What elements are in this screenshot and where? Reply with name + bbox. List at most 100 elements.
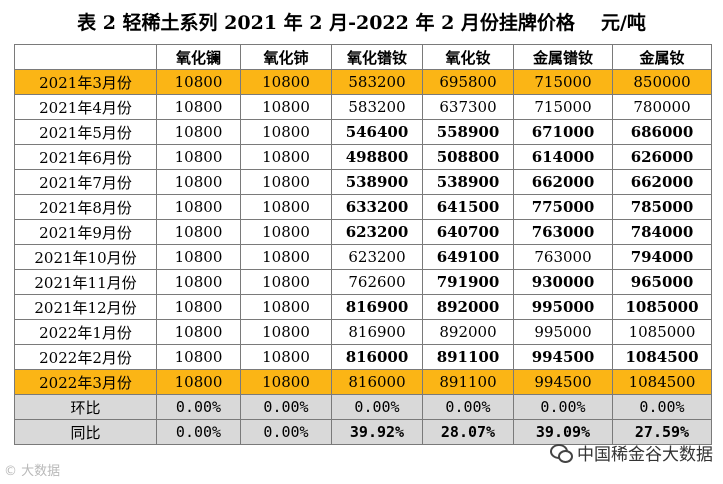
price-cell: 775000 (513, 194, 613, 220)
price-cell: 794000 (612, 244, 712, 270)
row-label: 2021年5月份 (14, 119, 157, 145)
percent-cell: 39.92% (331, 419, 423, 445)
price-cell: 640700 (422, 219, 514, 245)
price-cell: 10800 (156, 169, 241, 195)
price-cell: 10800 (240, 69, 332, 95)
price-cell: 1085000 (612, 319, 712, 345)
table-row: 2021年3月份 10800 10800 583200 695800 71500… (14, 69, 712, 95)
price-cell: 695800 (422, 69, 514, 95)
price-cell: 850000 (612, 69, 712, 95)
header-cell: 氧化铈 (240, 44, 332, 70)
price-cell: 892000 (422, 319, 514, 345)
price-cell: 930000 (513, 269, 613, 295)
percent-cell: 0.00% (156, 394, 241, 420)
price-cell: 995000 (513, 319, 613, 345)
watermark-right-text: 中国稀金谷大数据 (577, 445, 713, 465)
row-label: 2021年11月份 (14, 269, 157, 295)
table-row: 2021年9月份 10800 10800 623200 640700 76300… (14, 219, 712, 245)
price-cell: 633200 (331, 194, 423, 220)
table-row: 2021年11月份 10800 10800 762600 791900 9300… (14, 269, 712, 295)
price-cell: 10800 (156, 194, 241, 220)
price-cell: 994500 (513, 369, 613, 395)
price-cell: 10800 (240, 319, 332, 345)
table-row: 2021年10月份 10800 10800 623200 649100 7630… (14, 244, 712, 270)
price-cell: 10800 (156, 144, 241, 170)
price-cell: 891100 (422, 369, 514, 395)
table-row: 2021年7月份 10800 10800 538900 538900 66200… (14, 169, 712, 195)
price-cell: 762600 (331, 269, 423, 295)
price-cell: 10800 (156, 119, 241, 145)
percent-cell: 0.00% (240, 394, 332, 420)
percent-cell: 0.00% (240, 419, 332, 445)
price-cell: 1084500 (612, 344, 712, 370)
price-cell: 10800 (240, 244, 332, 270)
price-cell: 785000 (612, 194, 712, 220)
row-label: 2022年3月份 (14, 369, 157, 395)
table-row: 2022年3月份 10800 10800 816000 891100 99450… (14, 369, 712, 395)
price-cell: 763000 (513, 219, 613, 245)
table-row: 2021年8月份 10800 10800 633200 641500 77500… (14, 194, 712, 220)
price-cell: 671000 (513, 119, 613, 145)
price-cell: 10800 (240, 269, 332, 295)
table-row: 2021年6月份 10800 10800 498800 508800 61400… (14, 144, 712, 170)
price-cell: 10800 (240, 219, 332, 245)
table-row: 2022年2月份 10800 10800 816000 891100 99450… (14, 344, 712, 370)
price-cell: 637300 (422, 94, 514, 120)
price-cell: 583200 (331, 69, 423, 95)
table-row: 2021年5月份 10800 10800 546400 558900 67100… (14, 119, 712, 145)
yoy-row: 同比 0.00% 0.00% 39.92% 28.07% 39.09% 27.5… (14, 419, 712, 445)
price-cell: 558900 (422, 119, 514, 145)
price-cell: 10800 (240, 119, 332, 145)
row-label: 2021年9月份 (14, 219, 157, 245)
price-cell: 780000 (612, 94, 712, 120)
price-cell: 10800 (156, 219, 241, 245)
price-cell: 715000 (513, 94, 613, 120)
price-cell: 763000 (513, 244, 613, 270)
price-cell: 1085000 (612, 294, 712, 320)
price-cell: 626000 (612, 144, 712, 170)
price-cell: 784000 (612, 219, 712, 245)
percent-cell: 28.07% (422, 419, 514, 445)
price-cell: 10800 (240, 344, 332, 370)
price-cell: 538900 (331, 169, 423, 195)
price-cell: 1084500 (612, 369, 712, 395)
header-cell: 氧化镧 (156, 44, 241, 70)
watermark-left: © 大数据 (4, 464, 61, 479)
percent-cell: 0.00% (612, 394, 712, 420)
percent-cell: 0.00% (422, 394, 514, 420)
price-cell: 816000 (331, 369, 423, 395)
price-cell: 623200 (331, 219, 423, 245)
price-cell: 995000 (513, 294, 613, 320)
header-cell: 氧化镨钕 (331, 44, 423, 70)
price-cell: 546400 (331, 119, 423, 145)
price-cell: 498800 (331, 144, 423, 170)
price-cell: 583200 (331, 94, 423, 120)
price-cell: 10800 (240, 94, 332, 120)
price-cell: 10800 (240, 144, 332, 170)
row-label: 2022年2月份 (14, 344, 157, 370)
mom-row: 环比 0.00% 0.00% 0.00% 0.00% 0.00% 0.00% (14, 394, 712, 420)
price-cell: 662000 (612, 169, 712, 195)
price-cell: 641500 (422, 194, 514, 220)
price-cell: 614000 (513, 144, 613, 170)
row-label: 2021年4月份 (14, 94, 157, 120)
wechat-icon (550, 443, 573, 463)
row-label: 2021年7月份 (14, 169, 157, 195)
price-cell: 538900 (422, 169, 514, 195)
header-cell: 氧化钕 (422, 44, 514, 70)
price-cell: 623200 (331, 244, 423, 270)
price-cell: 649100 (422, 244, 514, 270)
price-cell: 10800 (240, 294, 332, 320)
row-label: 2022年1月份 (14, 319, 157, 345)
row-label: 2021年3月份 (14, 69, 157, 95)
row-label: 2021年6月份 (14, 144, 157, 170)
price-cell: 10800 (156, 69, 241, 95)
price-cell: 10800 (156, 269, 241, 295)
price-cell: 10800 (240, 369, 332, 395)
table-row: 2021年4月份 10800 10800 583200 637300 71500… (14, 94, 712, 120)
row-label: 2021年8月份 (14, 194, 157, 220)
row-label: 同比 (14, 419, 157, 445)
price-cell: 715000 (513, 69, 613, 95)
price-cell: 686000 (612, 119, 712, 145)
price-cell: 10800 (156, 344, 241, 370)
